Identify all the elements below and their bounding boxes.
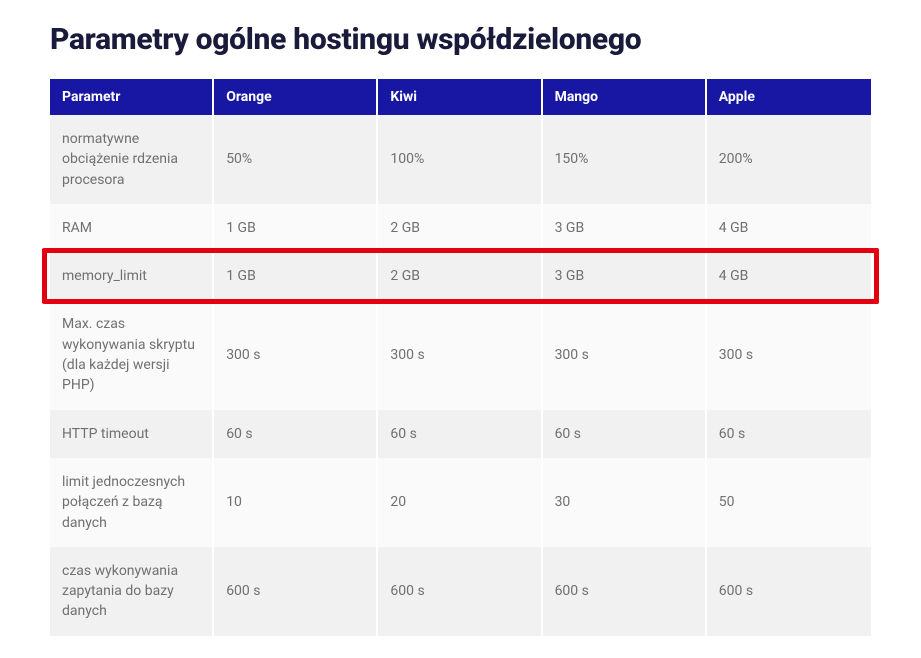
cell-value: 4 GB (707, 204, 871, 252)
cell-value: 2 GB (378, 252, 542, 300)
row-label: limit jednoczesnych połączeń z bazą dany… (50, 458, 214, 547)
cell-value: 600 s (214, 547, 378, 636)
cell-value: 60 s (214, 410, 378, 458)
cell-value: 200% (707, 115, 871, 204)
cell-value: 20 (378, 458, 542, 547)
row-label: HTTP timeout (50, 410, 214, 458)
cell-value: 3 GB (543, 204, 707, 252)
table-header-row: Parametr Orange Kiwi Mango Apple (50, 79, 871, 115)
table-row: limit jednoczesnych połączeń z bazą dany… (50, 458, 871, 547)
table-row: memory_limit 1 GB 2 GB 3 GB 4 GB (50, 252, 871, 300)
table-container: Parametr Orange Kiwi Mango Apple normaty… (50, 79, 871, 636)
cell-value: 300 s (378, 300, 542, 409)
table-row: normatywne obciążenie rdzenia procesora … (50, 115, 871, 204)
cell-value: 60 s (378, 410, 542, 458)
cell-value: 10 (214, 458, 378, 547)
cell-value: 60 s (707, 410, 871, 458)
hosting-params-table: Parametr Orange Kiwi Mango Apple normaty… (50, 79, 871, 636)
cell-value: 150% (543, 115, 707, 204)
cell-value: 30 (543, 458, 707, 547)
row-label: czas wykonywania zapytania do bazy danyc… (50, 547, 214, 636)
col-header-orange: Orange (214, 79, 378, 115)
row-label: memory_limit (50, 252, 214, 300)
row-label: Max. czas wykonywania skryptu (dla każde… (50, 300, 214, 409)
cell-value: 100% (378, 115, 542, 204)
col-header-param: Parametr (50, 79, 214, 115)
cell-value: 300 s (543, 300, 707, 409)
page-title: Parametry ogólne hostingu współdzieloneg… (50, 22, 871, 57)
table-body: normatywne obciążenie rdzenia procesora … (50, 115, 871, 636)
col-header-apple: Apple (707, 79, 871, 115)
cell-value: 300 s (707, 300, 871, 409)
cell-value: 600 s (543, 547, 707, 636)
cell-value: 2 GB (378, 204, 542, 252)
cell-value: 50 (707, 458, 871, 547)
cell-value: 4 GB (707, 252, 871, 300)
cell-value: 1 GB (214, 204, 378, 252)
cell-value: 3 GB (543, 252, 707, 300)
row-label: normatywne obciążenie rdzenia procesora (50, 115, 214, 204)
cell-value: 50% (214, 115, 378, 204)
cell-value: 60 s (543, 410, 707, 458)
cell-value: 300 s (214, 300, 378, 409)
row-label: RAM (50, 204, 214, 252)
table-row: HTTP timeout 60 s 60 s 60 s 60 s (50, 410, 871, 458)
table-row: czas wykonywania zapytania do bazy danyc… (50, 547, 871, 636)
cell-value: 1 GB (214, 252, 378, 300)
table-row: Max. czas wykonywania skryptu (dla każde… (50, 300, 871, 409)
table-row: RAM 1 GB 2 GB 3 GB 4 GB (50, 204, 871, 252)
cell-value: 600 s (707, 547, 871, 636)
cell-value: 600 s (378, 547, 542, 636)
col-header-kiwi: Kiwi (378, 79, 542, 115)
col-header-mango: Mango (543, 79, 707, 115)
